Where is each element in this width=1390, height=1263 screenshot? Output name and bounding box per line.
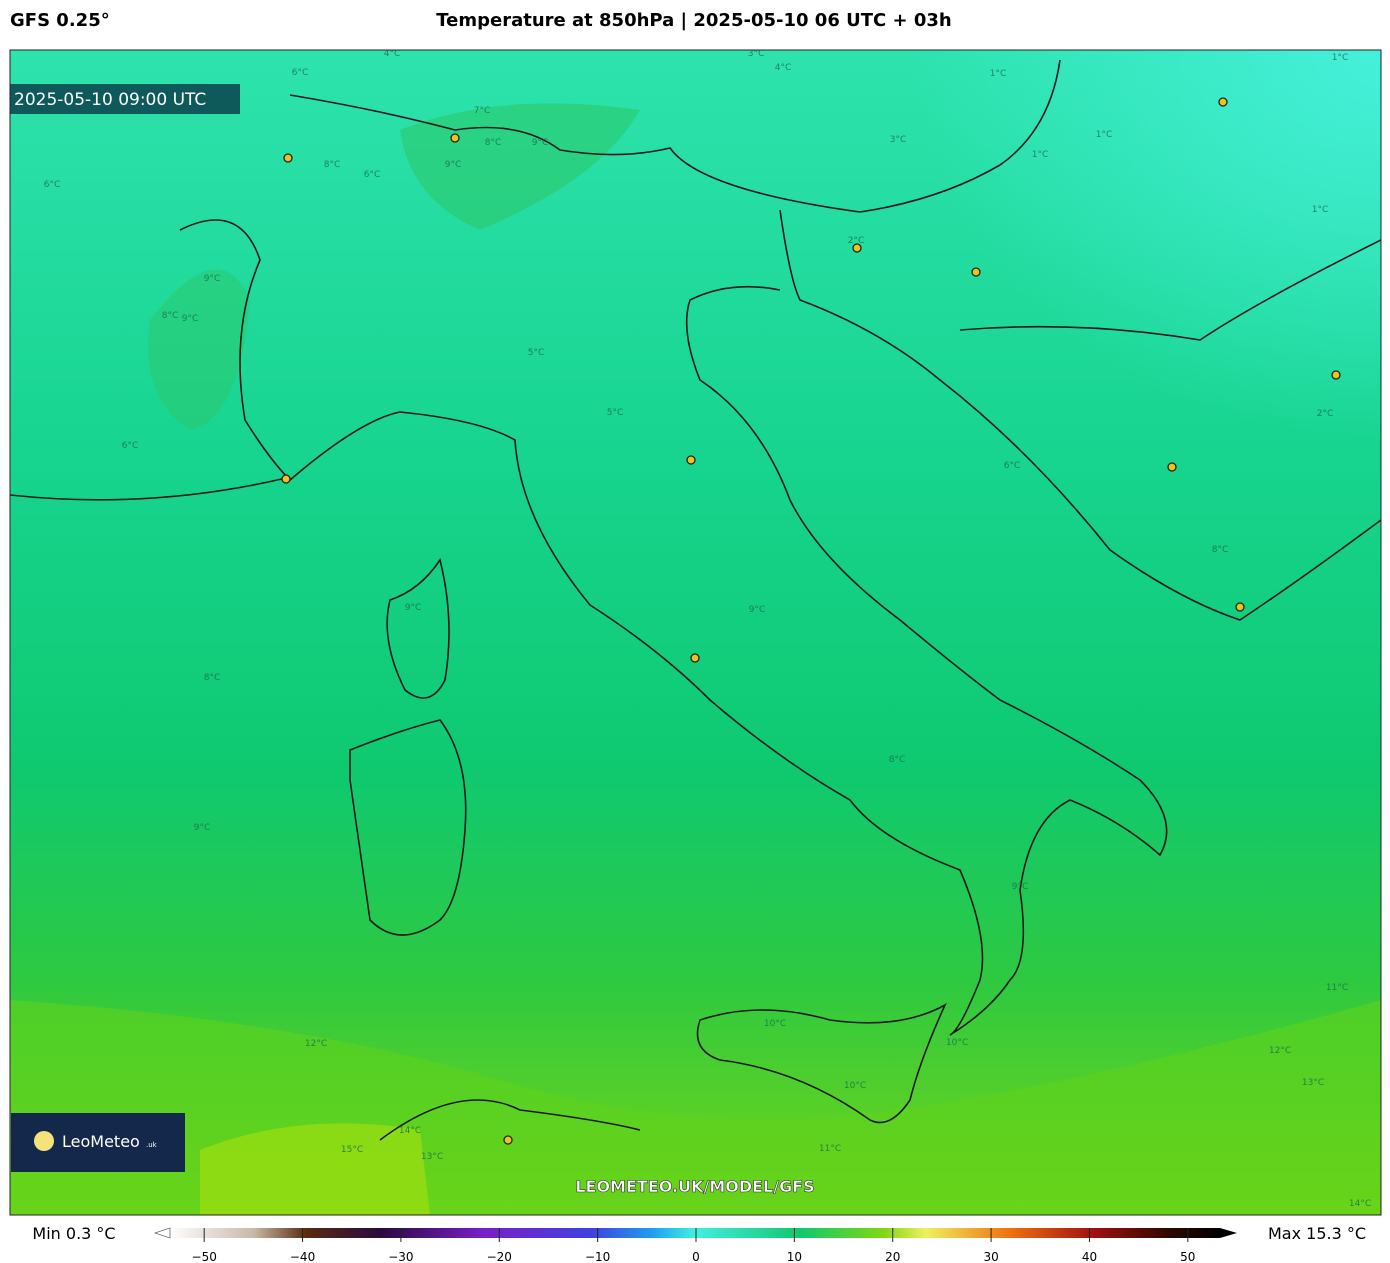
colorbar-tick-label: 10	[787, 1250, 802, 1263]
contour-label: 8°C	[889, 755, 906, 765]
colorbar-low-arrow	[154, 1227, 171, 1239]
contour-label: 4°C	[775, 63, 792, 73]
contour-label: 1°C	[1332, 53, 1349, 63]
city	[690, 653, 700, 663]
contour-label: 8°C	[162, 311, 179, 321]
colorbar-tick-label: 50	[1180, 1250, 1195, 1263]
logo-suffix: .uk	[146, 1141, 158, 1149]
timestamp-box	[10, 84, 240, 114]
map-frame	[9, 49, 1382, 1216]
coastline	[386, 558, 450, 699]
contour-labels: 4°C 3°C4°C1°C1°C6°C7°C9°C8°C 9°C8°C6°C6°C1…	[44, 49, 1371, 1209]
colorbar-gradient	[170, 1228, 1220, 1238]
city	[503, 1135, 513, 1145]
colorbar-tick-label: 30	[983, 1250, 998, 1263]
contour-label: 8°C	[324, 160, 341, 170]
warm-area	[200, 1123, 430, 1215]
colorbar-tick-label: −10	[585, 1250, 610, 1263]
logo-text: LeoMeteo	[62, 1132, 140, 1151]
contour-label: 15°C	[341, 1145, 363, 1155]
contour-label: 3°C	[890, 135, 907, 145]
contour-label: 13°C	[421, 1152, 443, 1162]
city	[1235, 602, 1245, 612]
contour-label: 8°C	[1212, 545, 1229, 555]
map-title: Temperature at 850hPa | 2025-05-10 06 UT…	[436, 10, 951, 31]
contour-label: 14°C	[1349, 1199, 1371, 1209]
contour-label: 1°C	[1096, 130, 1113, 140]
contour-label: 9°C	[405, 603, 422, 613]
contour-label: 11°C	[819, 1144, 841, 1154]
alps-warm	[400, 103, 640, 230]
contour-label: 14°C	[399, 1126, 421, 1136]
city	[852, 243, 862, 253]
colorbar-tick-label: 20	[885, 1250, 900, 1263]
contour-label: 9°C	[1012, 882, 1029, 892]
coastline	[10, 59, 1381, 1141]
city	[450, 133, 460, 143]
cities	[281, 97, 1341, 1145]
model-name: GFS 0.25°	[10, 10, 110, 31]
contour-label: 12°C	[305, 1039, 327, 1049]
colorbar-tick-label: 40	[1082, 1250, 1097, 1263]
contour-label: 7°C	[474, 106, 491, 116]
colorbar-tick-label: −20	[487, 1250, 512, 1263]
min-label: Min 0.3 °C	[32, 1224, 115, 1243]
contour-label: 8°C	[204, 673, 221, 683]
timestamp: 2025-05-10 09:00 UTC	[14, 90, 206, 110]
contour-label: 9°C	[182, 314, 199, 324]
contour-label: 9°C	[194, 823, 211, 833]
watermark: LEOMETEO.UK/MODEL/GFS	[575, 1177, 814, 1196]
contour-label: 9°C	[532, 138, 549, 148]
contour-label: 5°C	[528, 348, 545, 358]
coastline	[179, 219, 1168, 1036]
city	[1218, 97, 1228, 107]
alps-warm	[148, 269, 250, 430]
contour-label: 6°C	[364, 170, 381, 180]
contour-label: 11°C	[1326, 983, 1348, 993]
contour-label: 6°C	[44, 180, 61, 190]
contour-label: 1°C	[1312, 205, 1329, 215]
contour-label: 8°C	[485, 138, 502, 148]
colorbar-tick-label: 0	[692, 1250, 700, 1263]
contour-label: 9°C	[749, 605, 766, 615]
city	[283, 153, 293, 163]
cold-area	[600, 50, 1381, 700]
contour-label: 10°C	[844, 1081, 866, 1091]
colorbar-tick-label: −30	[388, 1250, 413, 1263]
contour-label: 4°C	[384, 49, 401, 59]
contour-label: 13°C	[1302, 1078, 1324, 1088]
city	[686, 455, 696, 465]
city	[1167, 462, 1177, 472]
coastline	[696, 1003, 947, 1124]
contour-label: 1°C	[990, 69, 1007, 79]
contour-label: 9°C	[204, 274, 221, 284]
city	[281, 474, 291, 484]
contour-label: 2°C	[1317, 409, 1334, 419]
contour-label: 6°C	[122, 441, 139, 451]
colorbar: −50 −40 −30 −20 −10 0 10 20 30 40 50	[154, 1227, 1237, 1263]
colorbar-tick-label: −50	[192, 1250, 217, 1263]
contour-label: 3°C	[748, 49, 765, 59]
contour-label: 6°C	[1004, 461, 1021, 471]
contour-label: 6°C	[292, 68, 309, 78]
colorbar-high-arrow	[1220, 1228, 1237, 1238]
contour-label: 2°C	[848, 236, 865, 246]
city	[971, 267, 981, 277]
city	[1331, 370, 1341, 380]
contour-label: 10°C	[946, 1038, 968, 1048]
contour-label: 12°C	[1269, 1046, 1291, 1056]
contour-label: 10°C	[764, 1019, 786, 1029]
coastline	[349, 719, 467, 936]
logo-sun	[34, 1131, 54, 1151]
contour-label: 9°C	[445, 160, 462, 170]
map: 4°C 3°C4°C1°C1°C6°C7°C9°C8°C 9°C8°C6°C6°C1…	[10, 49, 1381, 1215]
colorbar-tick-label: −40	[290, 1250, 315, 1263]
contour-label: 1°C	[1032, 150, 1049, 160]
max-label: Max 15.3 °C	[1268, 1224, 1366, 1243]
contour-label: 5°C	[607, 408, 624, 418]
